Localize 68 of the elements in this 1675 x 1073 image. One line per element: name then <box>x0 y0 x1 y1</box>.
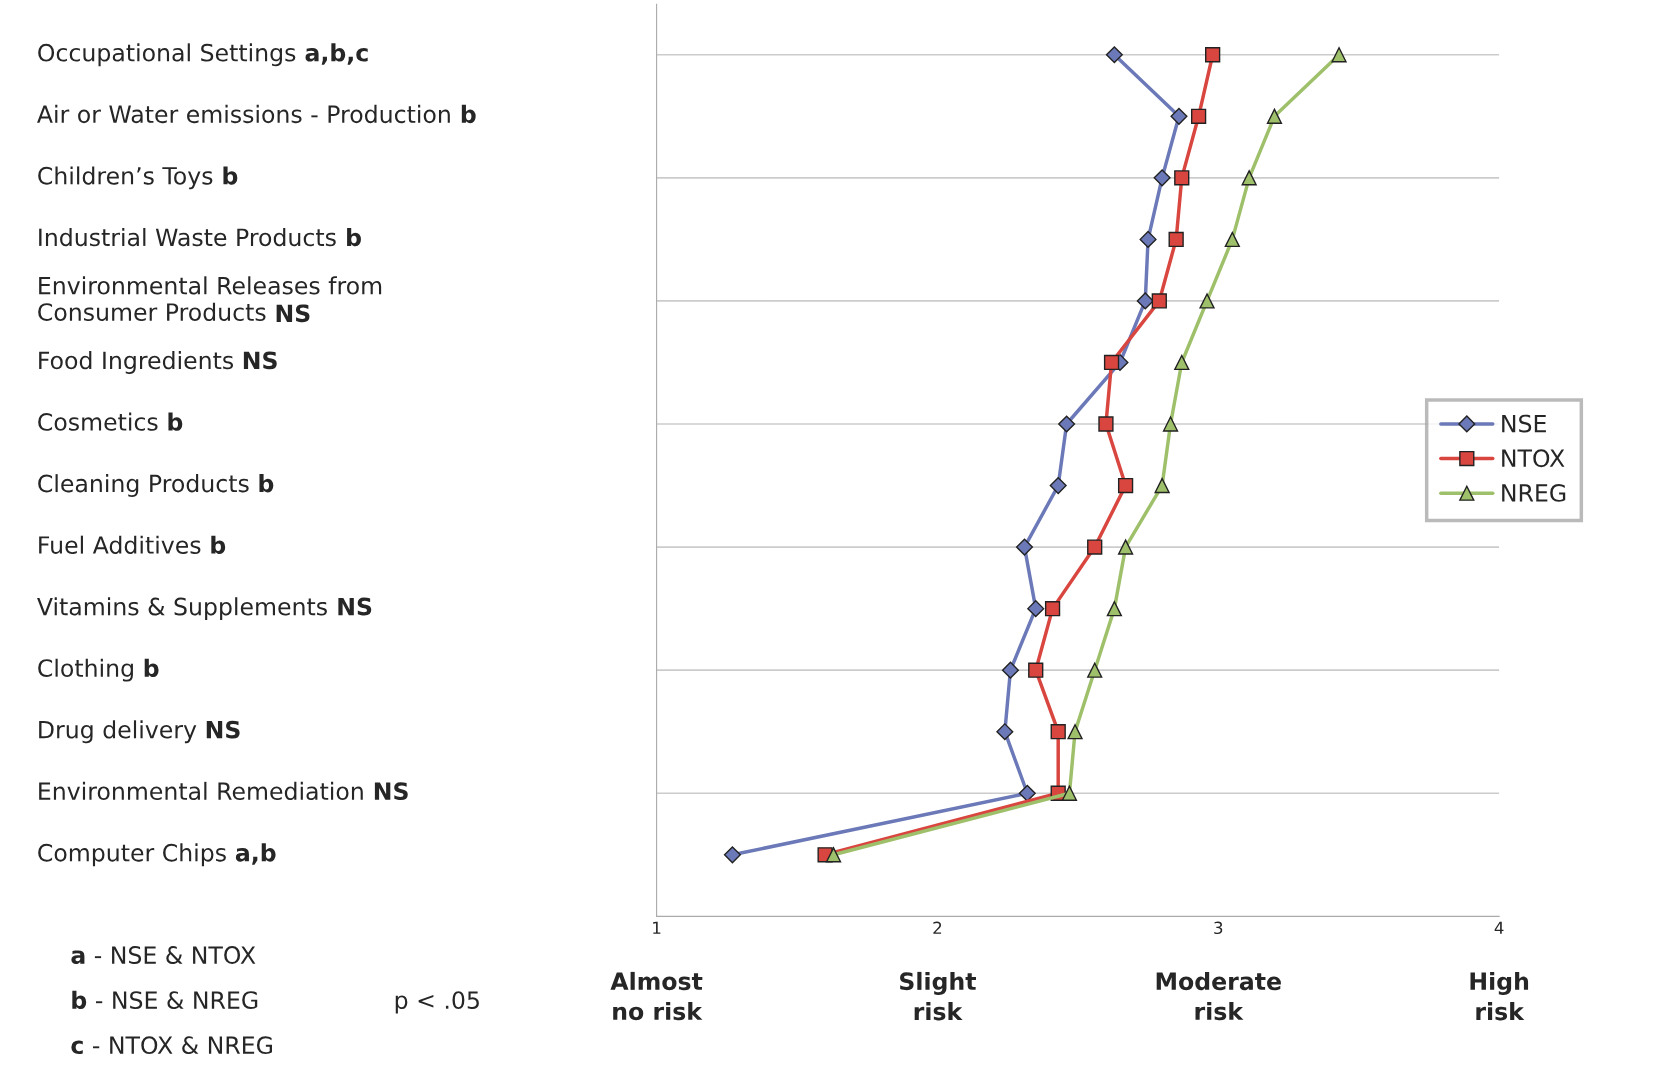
point <box>1153 169 1171 187</box>
point <box>1087 539 1103 555</box>
y-tick-label: Cleaning Products b <box>38 474 274 497</box>
point <box>1154 477 1170 494</box>
y-tick-label: Clothing b <box>38 658 159 682</box>
point <box>1174 354 1190 371</box>
y-tick-label: Food Ingredients NS <box>39 351 277 374</box>
point <box>825 847 842 863</box>
legend-label: NTOX <box>1502 449 1565 468</box>
text: Slight risk <box>900 971 976 1021</box>
point <box>1105 46 1123 64</box>
text: High risk <box>1470 971 1529 1021</box>
x-tick-label: 2 <box>933 921 942 934</box>
point <box>723 846 741 864</box>
text: b - NSE & NREG <box>72 990 258 1010</box>
y-tick-label: Children’s Toys b <box>38 166 238 190</box>
legend-label: NREG <box>1502 483 1566 502</box>
point <box>1044 600 1061 617</box>
point <box>1103 354 1120 371</box>
text: Almost no risk <box>610 971 703 1021</box>
point <box>1001 661 1020 679</box>
point <box>1199 293 1215 309</box>
point <box>1117 477 1134 494</box>
point <box>1106 600 1123 617</box>
y-tick-label: Computer Chips a,b <box>38 843 276 867</box>
point <box>1331 47 1347 63</box>
point <box>1136 292 1154 310</box>
text: Moderate risk <box>1156 971 1281 1021</box>
point <box>1058 415 1076 433</box>
x-tick-label: 3 <box>1214 921 1223 935</box>
y-tick-label: Environmental Remediation NS <box>39 781 408 801</box>
point <box>1018 784 1036 802</box>
point <box>1205 47 1221 63</box>
point <box>1174 170 1190 186</box>
point <box>1028 662 1044 678</box>
text: a - NSE & NTOX <box>71 946 256 964</box>
point <box>1170 107 1188 125</box>
point <box>1067 724 1083 740</box>
point <box>1117 539 1134 555</box>
point <box>1162 416 1179 432</box>
legend-label: NSE <box>1502 414 1546 433</box>
point <box>1151 293 1167 309</box>
point <box>1061 785 1078 801</box>
point <box>1015 538 1034 556</box>
x-tick-label: 1 <box>653 921 661 934</box>
point <box>1139 230 1157 248</box>
point <box>1224 231 1240 248</box>
point <box>1050 724 1066 740</box>
point <box>1168 231 1184 248</box>
y-tick-label: Industrial Waste Products b <box>39 227 361 247</box>
point <box>1027 600 1045 618</box>
point <box>1190 108 1207 124</box>
point <box>1049 476 1067 495</box>
y-tick-label: Occupational Settings a,b,c <box>38 43 368 67</box>
y-tick-label: Environmental Releases from Consumer Products NS <box>38 276 382 323</box>
x-tick-label: 4 <box>1494 921 1504 934</box>
point <box>1266 108 1283 124</box>
text: p < .05 <box>395 991 479 1014</box>
y-tick-label: Air or Water emissions - Production b <box>37 104 476 124</box>
y-tick-label: Fuel Additives b <box>39 535 226 554</box>
y-tick-label: Vitamins & Supplements NS <box>37 597 372 621</box>
y-tick-label: Cosmetics b <box>38 412 183 431</box>
y-tick-label: Drug delivery NS <box>39 720 240 744</box>
text: c - NTOX & NREG <box>71 1036 272 1055</box>
point <box>1241 170 1257 186</box>
point <box>996 723 1014 741</box>
point <box>1087 662 1103 678</box>
point <box>1098 416 1114 432</box>
